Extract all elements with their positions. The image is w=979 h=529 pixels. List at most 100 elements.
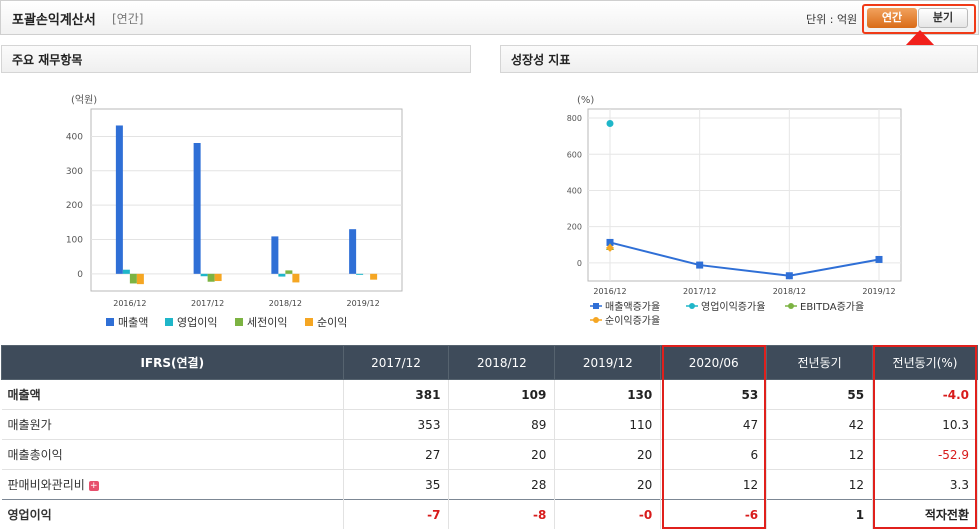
left-x-tick-label: 2016/12	[113, 299, 146, 308]
legend-marker	[593, 303, 599, 309]
row-label: 매출원가	[1, 409, 344, 440]
legend-swatch	[305, 318, 313, 326]
legend-marker	[689, 303, 695, 309]
cell: 적자전환	[872, 499, 978, 529]
key-financials-header: 주요 재무항목	[1, 45, 471, 73]
cell: 130	[554, 379, 662, 410]
right-x-tick-label: 2017/12	[683, 287, 716, 296]
bar-2-2	[285, 270, 293, 274]
cell: 6	[660, 439, 768, 470]
legend-label: EBITDA증가율	[800, 301, 864, 313]
annual-button[interactable]: 연간	[867, 8, 917, 28]
col-header-prev-period: 전년동기	[766, 345, 874, 380]
right-y-tick-label: 200	[567, 223, 582, 232]
right-y-tick-label: 400	[567, 186, 582, 195]
bar-0-1	[193, 142, 201, 274]
row-label-expandable[interactable]: 판매비와관리비 +	[1, 469, 344, 500]
cell: -8	[448, 499, 556, 529]
cell: -6	[660, 499, 768, 529]
bar-3-2	[292, 273, 300, 283]
left-y-tick-label: 100	[66, 235, 83, 245]
right-y-tick-label: 0	[577, 259, 582, 268]
col-header-ifrs: IFRS(연결)	[1, 345, 344, 380]
left-y-tick-label: 300	[66, 167, 83, 177]
right-y-unit-label: (%)	[577, 95, 594, 106]
point-1-0	[606, 119, 614, 127]
cell: 3.3	[872, 469, 978, 500]
cell: 110	[554, 409, 662, 440]
right-y-tick-label: 800	[567, 114, 582, 123]
cell: -52.9	[872, 439, 978, 470]
cell: 53	[660, 379, 768, 410]
bar-0-3	[349, 229, 357, 274]
cell: 35	[343, 469, 450, 500]
point-0-1	[696, 261, 704, 269]
left-x-tick-label: 2019/12	[347, 299, 380, 308]
bar-0-2	[271, 236, 279, 274]
legend-marker	[593, 317, 599, 323]
legend-label: 영업이익증가율	[701, 300, 765, 313]
bar-0-0	[115, 125, 123, 274]
cell: -4.0	[872, 379, 978, 410]
left-y-tick-label: 0	[77, 270, 83, 280]
right-plot-area	[587, 108, 902, 282]
col-header-2017: 2017/12	[342, 345, 450, 380]
right-x-tick-label: 2019/12	[862, 287, 895, 296]
point-0-3	[875, 255, 883, 263]
cell: 47	[660, 409, 768, 440]
legend-marker	[788, 303, 794, 309]
income-statement-table: IFRS(연결) 2017/12 2018/12 2019/12 2020/06…	[1, 345, 978, 529]
highlight-2020-06-column	[662, 345, 766, 529]
legend-swatch	[106, 318, 114, 326]
expand-plus-icon[interactable]: +	[88, 480, 99, 491]
line-0	[609, 241, 880, 277]
legend-label: 매출액	[118, 316, 148, 329]
cell: 55	[766, 379, 874, 410]
cell: 10.3	[872, 409, 978, 440]
legend-swatch	[235, 318, 243, 326]
table-row-sga: 판매비와관리비 + 35 28 20 12 12 3.3	[1, 469, 978, 500]
unit-label: 단위 : 억원	[806, 13, 858, 26]
left-x-tick-label: 2018/12	[269, 299, 302, 308]
point-0-0	[606, 238, 614, 246]
table-header-row: IFRS(연결) 2017/12 2018/12 2019/12 2020/06…	[1, 345, 978, 380]
right-x-tick-label: 2016/12	[593, 287, 626, 296]
bar-1-2	[278, 273, 286, 277]
legend-label: 세전이익	[247, 316, 287, 329]
left-y-tick-label: 400	[66, 132, 83, 142]
cell: -0	[554, 499, 662, 529]
highlight-prev-period-pct-column	[873, 345, 977, 529]
cell: 27	[343, 439, 450, 470]
right-x-tick-label: 2018/12	[773, 287, 806, 296]
bar-1-3	[356, 273, 364, 275]
statement-title: 포괄손익계산서	[12, 13, 96, 28]
col-header-2020-06: 2020/06	[660, 345, 768, 380]
cell: 20	[448, 439, 556, 470]
cell: 42	[766, 409, 874, 440]
cell: 89	[448, 409, 556, 440]
statement-header-bar	[0, 0, 979, 35]
bar-1-1	[200, 273, 208, 277]
table-row-operating-income: 영업이익 -7 -8 -0 -6 1 적자전환	[1, 499, 978, 529]
row-label: 매출총이익	[1, 439, 344, 470]
cell: 353	[343, 409, 450, 440]
key-financials-chart: (억원) 0 100 200 300 400 2016/12 2017/12 2018/12 2…	[66, 94, 403, 329]
quarter-button[interactable]: 분기	[918, 8, 968, 28]
table-row-cost-of-sales: 매출원가 353 89 110 47 42 10.3	[1, 409, 978, 440]
table-row-revenue: 매출액 381 109 130 53 55 -4.0	[1, 379, 978, 410]
bar-2-0	[129, 273, 137, 284]
growth-indicators-header: 성장성 지표	[500, 45, 978, 73]
bar-3-1	[214, 273, 222, 282]
legend-label: 영업이익	[177, 316, 217, 329]
bar-3-0	[136, 273, 144, 285]
col-header-prev-period-pct: 전년동기(%)	[872, 345, 978, 380]
cell: 381	[343, 379, 450, 410]
right-y-tick-label: 600	[567, 150, 582, 159]
cell: 12	[660, 469, 768, 500]
left-x-tick-label: 2017/12	[191, 299, 224, 308]
cell: 12	[766, 439, 874, 470]
statement-period-label: [연간]	[112, 12, 144, 26]
cell: 28	[448, 469, 556, 500]
row-label: 판매비와관리비	[7, 478, 85, 492]
legend-label: 순이익	[317, 316, 347, 329]
